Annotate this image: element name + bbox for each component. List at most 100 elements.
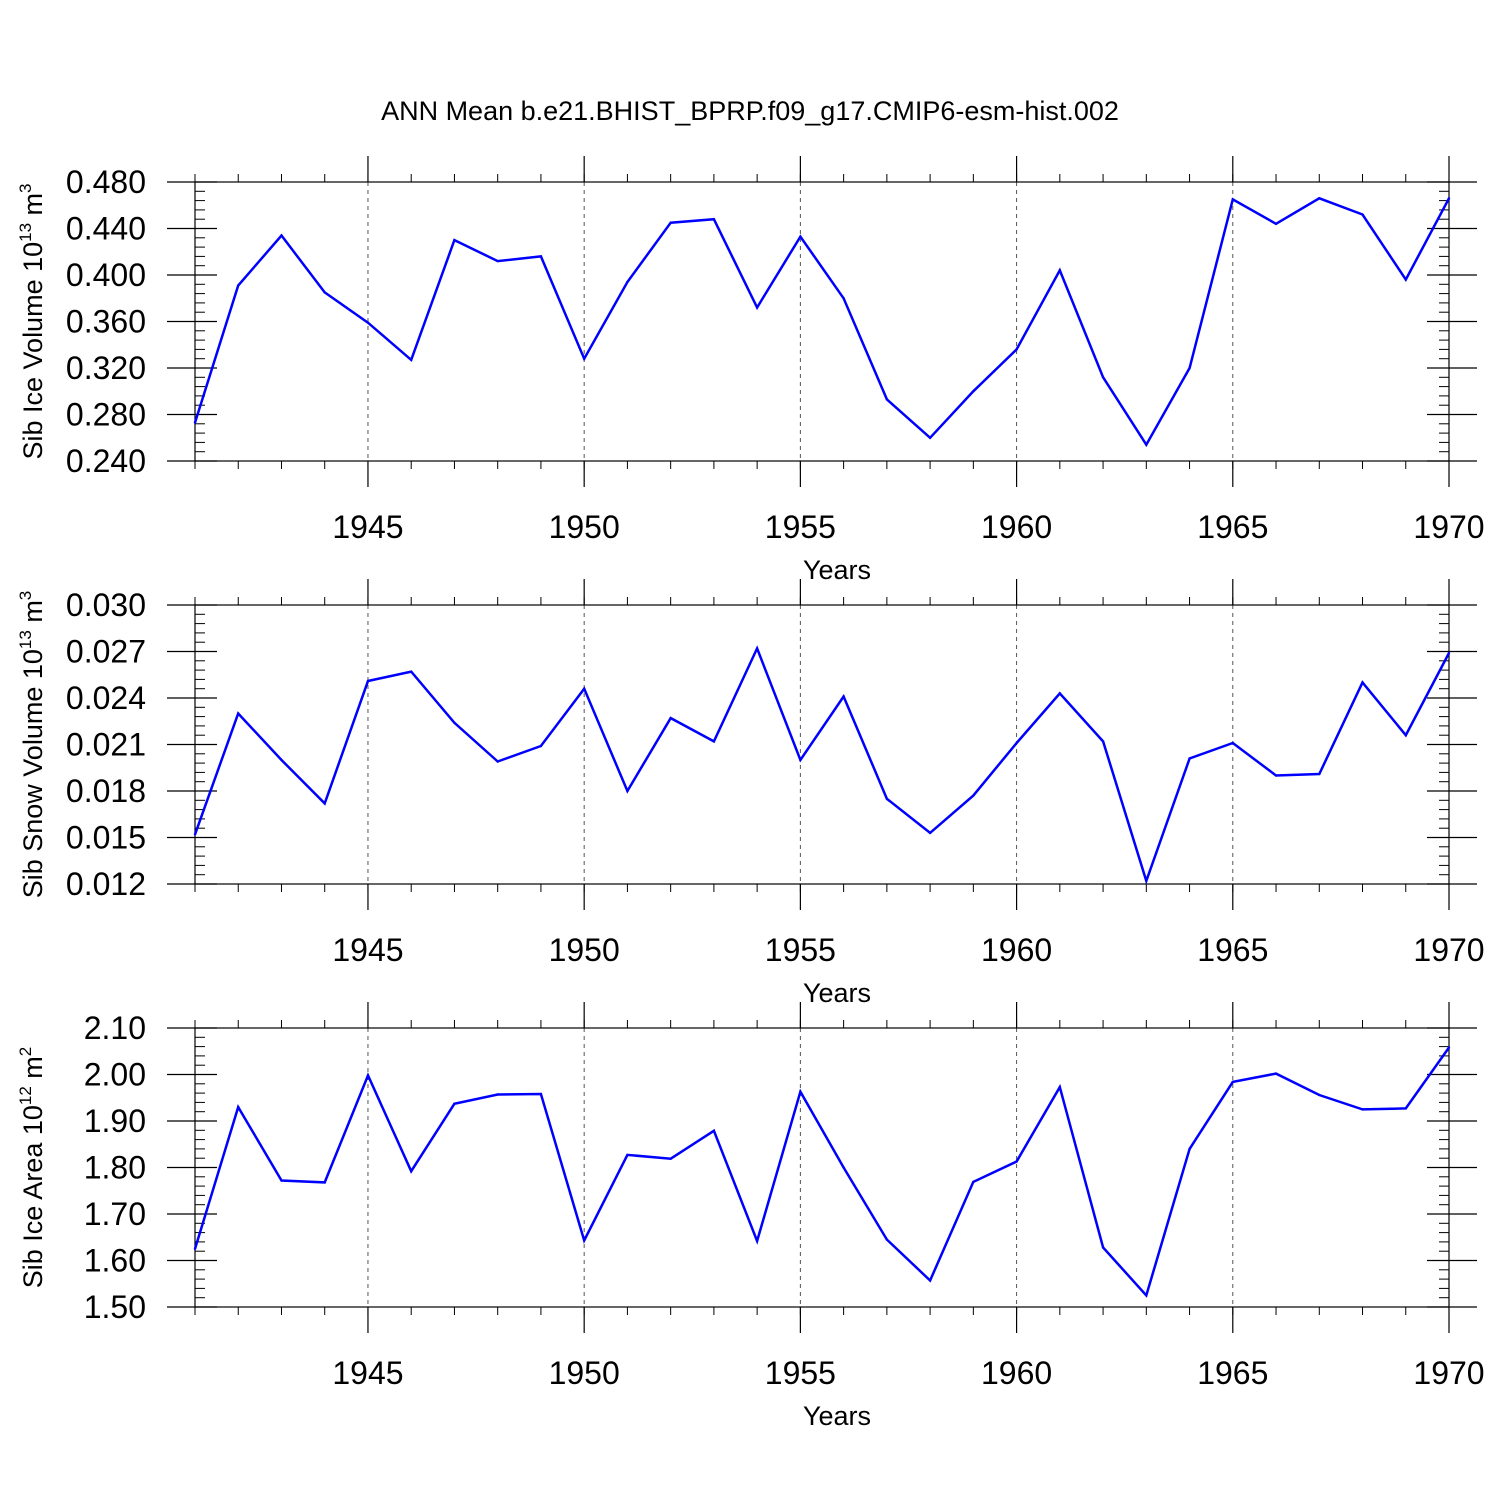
x-tick-label: 1960: [981, 509, 1052, 545]
data-point-1942: [237, 1105, 240, 1109]
data-point-1969: [1404, 1107, 1407, 1110]
x-tick-label: 1945: [332, 509, 403, 545]
data-point-1946: [410, 1170, 413, 1173]
y-tick-label: 0.400: [66, 257, 146, 293]
data-point-1958: [928, 1279, 932, 1282]
y-tick-label: 1.60: [84, 1243, 146, 1279]
data-point-1947: [453, 1102, 456, 1105]
data-point-1955: [799, 758, 802, 762]
y-tick-label: 0.320: [66, 350, 146, 386]
data-point-1967: [1318, 197, 1321, 200]
data-point-1968: [1361, 681, 1364, 684]
data-point-1965: [1231, 741, 1234, 745]
data-point-1957: [885, 797, 889, 800]
x-axis-title: Years: [803, 978, 871, 1008]
data-point-1950: [582, 1239, 586, 1242]
x-tick-label: 1950: [549, 509, 620, 545]
y-axis-title: Sib Ice Volume 1013 m3: [16, 183, 48, 459]
data-point-1958: [928, 436, 932, 439]
data-point-1964: [1188, 757, 1191, 760]
data-point-1944: [323, 291, 326, 294]
x-tick-label: 1970: [1413, 932, 1484, 968]
data-point-1949: [539, 744, 543, 748]
data-point-1965: [1231, 1080, 1234, 1084]
data-point-1956: [842, 1166, 845, 1169]
x-tick-label: 1965: [1197, 932, 1268, 968]
y-tick-label: 0.440: [66, 211, 146, 247]
x-tick-label: 1945: [332, 932, 403, 968]
panel-1: 0.240 0.280 0.320 0.360 0.400 0.440 0.480 1945 1…: [16, 156, 1485, 585]
y-tick-label: 0.024: [66, 680, 146, 716]
data-point-1947: [453, 238, 456, 242]
data-point-1941: [193, 1247, 197, 1251]
data-point-1948: [496, 1093, 499, 1096]
data-point-1963: [1145, 879, 1148, 883]
data-point-1969: [1404, 734, 1407, 737]
data-point-1953: [712, 740, 716, 743]
data-point-1961: [1058, 269, 1062, 272]
data-point-1955: [799, 235, 802, 238]
data-point-1953: [712, 1129, 716, 1132]
x-tick-label: 1950: [549, 1355, 620, 1391]
data-point-1960: [1015, 348, 1018, 351]
data-point-1959: [972, 794, 975, 797]
y-tick-label: 0.021: [66, 727, 146, 763]
data-point-1946: [410, 358, 413, 362]
panel-3: 1.50 1.60 1.70 1.80 1.90 2.00 2.10 1945 1950 1955…: [16, 1002, 1485, 1431]
data-point-1962: [1101, 740, 1105, 743]
data-point-1957: [885, 398, 889, 401]
data-point-1944: [323, 802, 326, 805]
data-point-1942: [237, 284, 240, 287]
data-point-1949: [539, 255, 543, 258]
data-point-1945: [366, 321, 370, 324]
data-point-1967: [1318, 772, 1321, 776]
x-tick-label: 1970: [1413, 1355, 1484, 1391]
data-point-1954: [755, 306, 759, 309]
y-tick-label: 0.480: [66, 164, 146, 200]
data-point-1963: [1145, 1294, 1148, 1297]
data-point-1959: [972, 390, 975, 393]
data-point-1951: [626, 280, 629, 284]
y-axis-title: Sib Snow Volume 1013 m3: [16, 591, 48, 899]
y-tick-label: 0.027: [66, 634, 146, 670]
data-point-1964: [1188, 366, 1191, 370]
data-point-1969: [1404, 278, 1407, 281]
data-point-1955: [799, 1090, 802, 1093]
x-tick-label: 1965: [1197, 1355, 1268, 1391]
data-point-1962: [1101, 376, 1105, 379]
data-point-1968: [1361, 213, 1364, 216]
y-tick-label: 0.280: [66, 397, 146, 433]
plot-frame: [194, 1027, 1450, 1308]
x-tick-label: 1955: [765, 932, 836, 968]
y-tick-label: 0.360: [66, 304, 146, 340]
y-tick-label: 0.012: [66, 866, 146, 902]
x-tick-label: 1950: [549, 932, 620, 968]
data-point-1959: [972, 1180, 975, 1184]
data-point-1957: [885, 1238, 889, 1241]
data-point-1952: [669, 716, 672, 720]
data-point-1970: [1447, 197, 1451, 200]
data-point-1952: [669, 1157, 672, 1160]
data-point-1966: [1274, 1072, 1278, 1075]
x-tick-label: 1955: [765, 1355, 836, 1391]
data-point-1950: [582, 357, 586, 360]
data-point-1951: [626, 789, 629, 793]
data-point-1942: [237, 712, 240, 715]
y-tick-label: 0.015: [66, 820, 146, 856]
data-point-1949: [539, 1092, 543, 1096]
x-axis-title: Years: [803, 555, 871, 585]
data-point-1970: [1447, 651, 1451, 655]
data-point-1953: [712, 218, 716, 221]
x-tick-label: 1970: [1413, 509, 1484, 545]
data-point-1961: [1058, 692, 1062, 695]
data-point-1954: [755, 1239, 759, 1243]
y-tick-label: 1.90: [84, 1103, 146, 1139]
data-point-1958: [928, 831, 932, 835]
data-point-1963: [1145, 443, 1148, 446]
data-point-1968: [1361, 1108, 1364, 1111]
data-point-1945: [366, 679, 370, 683]
y-tick-label: 0.018: [66, 773, 146, 809]
y-tick-label: 0.240: [66, 443, 146, 479]
